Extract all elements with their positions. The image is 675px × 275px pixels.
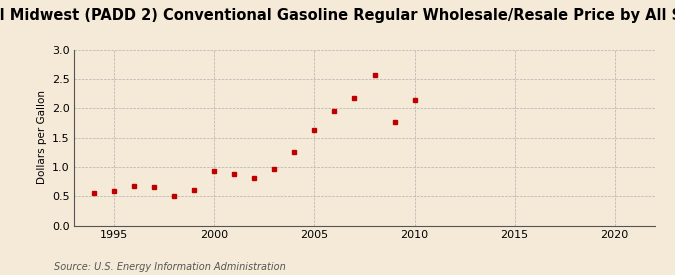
Y-axis label: Dollars per Gallon: Dollars per Gallon: [38, 90, 47, 185]
Text: Source: U.S. Energy Information Administration: Source: U.S. Energy Information Administ…: [54, 262, 286, 272]
Text: Annual Midwest (PADD 2) Conventional Gasoline Regular Wholesale/Resale Price by : Annual Midwest (PADD 2) Conventional Gas…: [0, 8, 675, 23]
